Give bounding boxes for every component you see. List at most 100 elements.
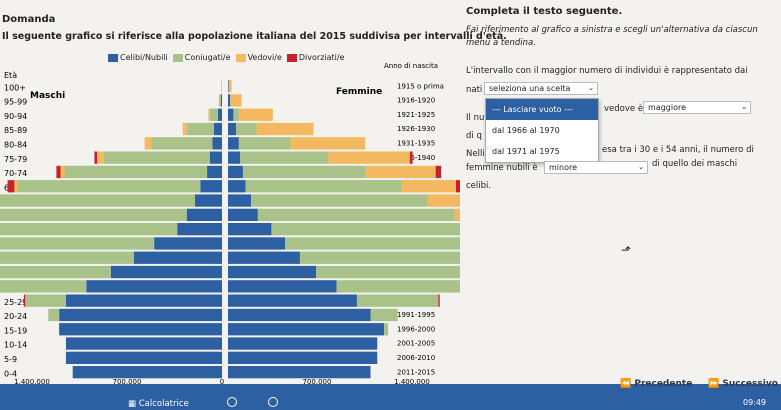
female-bar — [236, 122, 257, 136]
age-tick-label: 95-99 — [4, 98, 27, 107]
age-tick-label: 10-14 — [4, 341, 27, 350]
menu-option[interactable]: dal 1966 al 1970 — [492, 126, 560, 135]
male-bar — [48, 308, 60, 322]
legend-item-celibi: Celibi/Nubili — [108, 53, 168, 62]
next-label: Successivo — [722, 379, 778, 389]
legend-item-divorziati: Divorziati/e — [286, 53, 345, 62]
female-bar — [228, 294, 357, 307]
female-bar — [245, 180, 402, 193]
celibi-text: celibi. — [466, 181, 492, 191]
chevron-down-icon: ⌄ — [638, 163, 644, 171]
femmine-text: femmine nubili è — [466, 163, 538, 173]
male-bar — [0, 223, 178, 236]
female-bar — [356, 294, 439, 307]
fast-forward-icon: ⏩ — [708, 379, 720, 389]
female-bar — [257, 208, 455, 221]
male-bar — [209, 151, 222, 164]
x-tick-label: 0 — [220, 378, 224, 386]
x-tick-label: 700.000 — [113, 378, 142, 386]
calculator-label: Calcolatrice — [138, 399, 189, 409]
female-bar — [409, 151, 413, 164]
il-nu-fragment: Il nu — [466, 113, 485, 123]
male-bar — [23, 294, 26, 307]
menu-option[interactable]: dal 1971 al 1975 — [492, 147, 560, 156]
female-bar — [228, 80, 229, 93]
female-bar — [251, 194, 428, 207]
male-bar — [86, 280, 223, 293]
dropdown-1-menu: --- Lasciare vuoto --- dal 1966 al 1970 … — [485, 98, 599, 163]
legend-swatch — [172, 53, 183, 62]
next-button[interactable]: ⏩ Successivo — [708, 379, 778, 389]
male-bar — [177, 223, 222, 236]
dropdown-3[interactable]: minore ⌄ — [544, 161, 648, 174]
male-bar — [59, 323, 223, 336]
male-bar — [97, 151, 104, 164]
age-tick-label: 80-84 — [4, 141, 27, 150]
male-bar — [217, 108, 222, 121]
female-bar — [228, 180, 246, 193]
legend-label: Celibi/Nubili — [120, 53, 168, 62]
birth-year-label: 1916-1920 — [397, 97, 435, 105]
dropdown-1[interactable]: seleziona una scelta ⌄ — [484, 82, 598, 95]
age-tick-label: 20-24 — [4, 312, 27, 321]
male-bar — [194, 194, 222, 207]
menu-option[interactable]: --- Lasciare vuoto --- — [486, 99, 598, 120]
legend-swatch — [235, 53, 246, 62]
chart-legend: Celibi/Nubili Coniugati/e Vedovi/e Divor… — [108, 53, 345, 62]
female-bar — [290, 137, 366, 150]
birth-year-label: 1996-2000 — [397, 325, 435, 333]
male-bar — [94, 151, 98, 164]
female-bar — [228, 194, 252, 207]
calculator-button[interactable]: ▦ Calcolatrice — [128, 399, 189, 409]
birth-year-label: 1915 o prima — [397, 82, 444, 90]
female-bar — [230, 94, 242, 107]
previous-button[interactable]: ⏪ Precedente — [620, 379, 692, 389]
female-bar — [285, 237, 460, 250]
clock-icon[interactable] — [227, 397, 237, 407]
male-bar — [103, 151, 210, 164]
age-tick-label: 15-19 — [4, 326, 27, 335]
male-bar — [0, 265, 111, 279]
female-bar — [271, 223, 460, 236]
mouse-cursor-icon: ⬏ — [621, 243, 632, 257]
male-bar — [200, 180, 222, 193]
info-icon[interactable] — [268, 397, 278, 407]
legend-swatch — [286, 53, 297, 62]
birth-year-label: 1926-1930 — [397, 125, 435, 133]
previous-label: Precedente — [634, 379, 693, 389]
male-bar — [186, 208, 222, 221]
legend-swatch — [108, 53, 118, 62]
male-bar — [208, 108, 210, 121]
rewind-icon: ⏪ — [620, 379, 632, 389]
male-bar — [65, 351, 222, 364]
dropdown-1-value: seleziona una scelta — [489, 84, 571, 93]
female-bar — [228, 337, 378, 350]
female-bar — [427, 194, 460, 207]
age-tick-label: 25-29 — [4, 298, 27, 307]
female-bar — [228, 80, 232, 93]
female-bar — [256, 122, 314, 136]
legend-item-coniugati: Coniugati/e — [172, 53, 231, 62]
male-bar — [209, 108, 218, 121]
birth-year-label: 1936-1940 — [397, 154, 435, 162]
male-bar — [212, 137, 222, 150]
dropdown-2[interactable]: maggiore ⌄ — [643, 101, 751, 114]
female-bar — [228, 351, 378, 364]
birth-year-label: 1921-1925 — [397, 111, 435, 119]
birth-year-label: 2006-2010 — [397, 354, 435, 362]
male-bar — [7, 180, 15, 193]
legend-label: Vedovi/e — [247, 53, 282, 62]
male-bar — [14, 180, 18, 193]
male-bar — [60, 165, 65, 179]
age-tick-label: 100+ — [4, 83, 26, 92]
female-bar — [228, 280, 337, 293]
female-bar — [228, 223, 272, 236]
x-tick-label: 1.400.000 — [14, 378, 50, 386]
female-bar — [336, 280, 460, 293]
vedove-text: vedove è — [604, 104, 644, 114]
female-bar — [228, 308, 371, 322]
birth-year-label: 1991-1995 — [397, 311, 435, 319]
male-bar — [219, 94, 221, 107]
male-bar — [25, 294, 66, 307]
female-bar — [238, 137, 291, 150]
